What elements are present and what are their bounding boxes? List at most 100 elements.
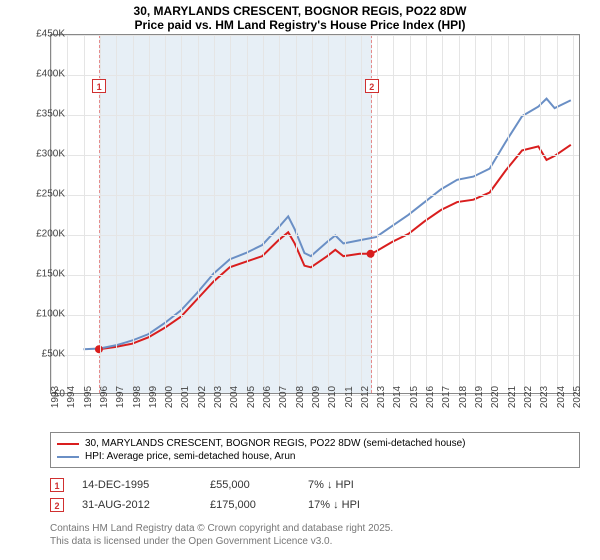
gridline-v <box>230 35 231 393</box>
x-tick-label: 2014 <box>392 386 403 408</box>
footer-line-1: Contains HM Land Registry data © Crown c… <box>50 523 580 536</box>
y-tick-label: £300K <box>36 149 65 160</box>
gridline-v <box>51 35 52 393</box>
footer-line-2: This data is licensed under the Open Gov… <box>50 536 580 549</box>
y-tick-label: £200K <box>36 229 65 240</box>
gridline-v <box>214 35 215 393</box>
gridline-v <box>557 35 558 393</box>
y-tick-label: £50K <box>42 349 65 360</box>
x-tick-label: 2013 <box>376 386 387 408</box>
gridline-h <box>51 115 579 116</box>
x-tick-label: 2017 <box>441 386 452 408</box>
y-tick-label: £150K <box>36 269 65 280</box>
x-tick-label: 1994 <box>66 386 77 408</box>
y-tick-label: £400K <box>36 69 65 80</box>
x-tick-label: 2003 <box>213 386 224 408</box>
gridline-h <box>51 195 579 196</box>
gridline-v <box>84 35 85 393</box>
gridline-v <box>508 35 509 393</box>
event-row: 2 31-AUG-2012 £175,000 17% ↓ HPI <box>50 495 580 515</box>
gridline-v <box>181 35 182 393</box>
gridline-v <box>393 35 394 393</box>
gridline-v <box>524 35 525 393</box>
gridline-h <box>51 35 579 36</box>
gridline-h <box>51 235 579 236</box>
x-tick-label: 2011 <box>344 386 355 408</box>
chart-lines <box>51 35 579 393</box>
x-tick-label: 2021 <box>507 386 518 408</box>
x-tick-label: 1995 <box>83 386 94 408</box>
chart-title-block: 30, MARYLANDS CRESCENT, BOGNOR REGIS, PO… <box>0 0 600 34</box>
gridline-v <box>312 35 313 393</box>
event-price: £55,000 <box>210 479 290 491</box>
x-tick-label: 2018 <box>458 386 469 408</box>
gridline-v <box>165 35 166 393</box>
gridline-h <box>51 155 579 156</box>
legend: 30, MARYLANDS CRESCENT, BOGNOR REGIS, PO… <box>50 432 580 468</box>
event-marker: 2 <box>50 498 64 512</box>
event-delta: 7% ↓ HPI <box>308 479 354 491</box>
gridline-v <box>540 35 541 393</box>
x-tick-label: 2009 <box>311 386 322 408</box>
gridline-v <box>198 35 199 393</box>
gridline-v <box>296 35 297 393</box>
x-tick-label: 2001 <box>180 386 191 408</box>
title-line-2: Price paid vs. HM Land Registry's House … <box>0 18 600 32</box>
x-tick-label: 2002 <box>197 386 208 408</box>
event-date: 14-DEC-1995 <box>82 479 192 491</box>
y-tick-label: £350K <box>36 109 65 120</box>
x-tick-label: 2016 <box>425 386 436 408</box>
x-tick-label: 2024 <box>556 386 567 408</box>
x-tick-label: 2000 <box>164 386 175 408</box>
gridline-v <box>426 35 427 393</box>
x-tick-label: 2010 <box>327 386 338 408</box>
chart: 12 £0£50K£100K£150K£200K£250K£300K£350K£… <box>0 34 600 424</box>
x-tick-label: 2022 <box>523 386 534 408</box>
legend-label: HPI: Average price, semi-detached house,… <box>85 451 296 462</box>
x-tick-label: 2025 <box>572 386 583 408</box>
x-tick-label: 2019 <box>474 386 485 408</box>
event-row: 1 14-DEC-1995 £55,000 7% ↓ HPI <box>50 475 580 495</box>
legend-label: 30, MARYLANDS CRESCENT, BOGNOR REGIS, PO… <box>85 438 466 449</box>
gridline-v <box>361 35 362 393</box>
x-tick-label: 2007 <box>278 386 289 408</box>
gridline-v <box>410 35 411 393</box>
x-tick-label: 2020 <box>490 386 501 408</box>
gridline-h <box>51 315 579 316</box>
gridline-v <box>263 35 264 393</box>
x-tick-label: 2012 <box>360 386 371 408</box>
gridline-h <box>51 355 579 356</box>
event-marker: 1 <box>50 478 64 492</box>
sale-marker-dot <box>95 345 103 353</box>
series-line <box>83 99 570 350</box>
sale-events: 1 14-DEC-1995 £55,000 7% ↓ HPI 2 31-AUG-2012 £… <box>50 475 580 515</box>
x-tick-label: 2015 <box>409 386 420 408</box>
legend-item: 30, MARYLANDS CRESCENT, BOGNOR REGIS, PO… <box>57 437 573 450</box>
gridline-v <box>67 35 68 393</box>
gridline-v <box>133 35 134 393</box>
gridline-v <box>247 35 248 393</box>
plot-area: 12 <box>50 34 580 394</box>
gridline-v <box>279 35 280 393</box>
x-tick-label: 2023 <box>539 386 550 408</box>
x-tick-label: 2008 <box>295 386 306 408</box>
sale-marker-dot <box>367 250 375 258</box>
x-tick-label: 1996 <box>99 386 110 408</box>
event-price: £175,000 <box>210 499 290 511</box>
x-tick-label: 1999 <box>148 386 159 408</box>
gridline-v <box>345 35 346 393</box>
gridline-v <box>491 35 492 393</box>
x-tick-label: 2004 <box>229 386 240 408</box>
gridline-v <box>149 35 150 393</box>
gridline-v <box>459 35 460 393</box>
legend-swatch <box>57 456 79 458</box>
legend-item: HPI: Average price, semi-detached house,… <box>57 450 573 463</box>
x-tick-label: 2006 <box>262 386 273 408</box>
y-tick-label: £100K <box>36 309 65 320</box>
gridline-v <box>442 35 443 393</box>
event-date: 31-AUG-2012 <box>82 499 192 511</box>
sale-marker-label: 1 <box>92 79 106 93</box>
x-tick-label: 1997 <box>115 386 126 408</box>
y-tick-label: £250K <box>36 189 65 200</box>
event-delta: 17% ↓ HPI <box>308 499 360 511</box>
